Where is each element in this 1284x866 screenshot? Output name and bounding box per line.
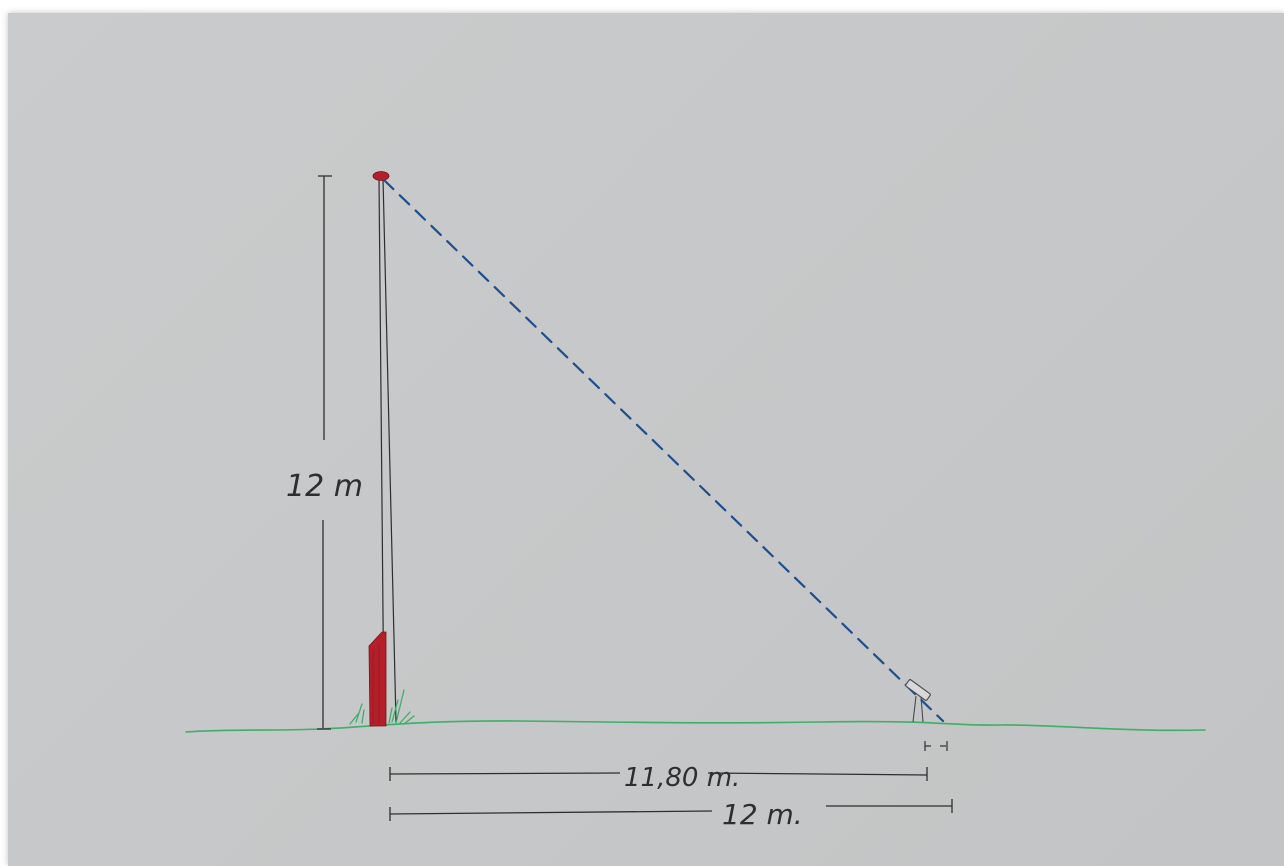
distance-long-label: 12 m. [722,798,803,831]
distance-short-label: 11,80 m. [624,763,740,793]
height-dimension [317,175,332,730]
distance-long-dimension [389,799,953,821]
grass-icon [349,689,415,725]
ground-line [185,720,1206,733]
paper-background [8,13,1284,866]
flagpole-icon [372,171,397,723]
red-post-icon [368,631,387,727]
offset-dimension [924,741,948,751]
height-label: 12 m [286,469,363,504]
telescope-icon [905,679,931,723]
sight-line [382,178,945,723]
distance-short-dimension [389,767,928,781]
